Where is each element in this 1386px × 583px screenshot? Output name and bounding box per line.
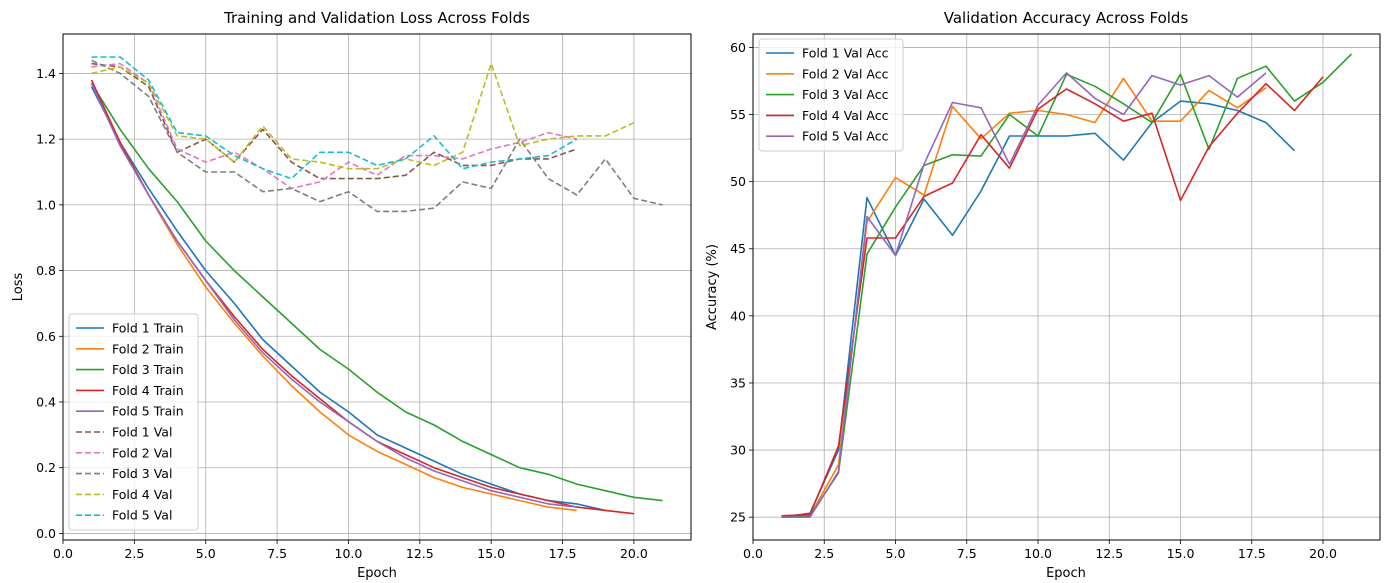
series-line-fold-5-train [90,82,577,508]
accuracy-chart: 0.0 2.5 5.0 7.5 10.0 12.5 15.0 17.5 20.0 25 30 35 40… [705,9,1381,581]
loss-x-tick-label: 2.5 [124,546,144,561]
accuracy-x-tick-label: 7.5 [957,546,977,561]
loss-y-tick-label: 1.0 [36,197,56,212]
loss-x-tick-label: 12.5 [406,546,434,561]
loss-y-tick-label: 0.6 [36,329,56,344]
legend-label-fold-3-val-acc: Fold 3 Val Acc [802,87,889,102]
series-line-fold-1-val [91,62,578,180]
loss-x-tick-label: 20.0 [620,546,648,561]
series-line-fold-4-val-acc [781,76,1324,517]
loss-y-tick-label: 0.8 [36,263,56,278]
loss-x-tick-label: 0.0 [53,546,73,561]
legend-label-fold-2-val: Fold 2 Val [112,445,172,460]
legend-label-fold-2-train: Fold 2 Train [112,341,184,356]
legend-label-fold-3-val: Fold 3 Val [112,466,172,481]
loss-legend-box [68,313,199,531]
loss-x-tick-label: 15.0 [477,546,505,561]
legend-label-fold-4-train: Fold 4 Train [112,383,184,398]
loss-series-lines [90,56,663,515]
series-line-fold-5-val-acc [781,72,1267,519]
loss-chart: 0.0 2.5 5.0 7.5 10.0 12.5 15.0 17.5 20.0 0.0 0.2 0.… [11,9,692,581]
loss-x-axis-label: Epoch [357,566,397,581]
accuracy-x-tick-label: 12.5 [1095,546,1123,561]
accuracy-legend-box [758,38,904,152]
accuracy-y-tick-label: 35 [730,375,746,390]
accuracy-y-tick-label: 40 [730,308,746,323]
legend-label-fold-1-train: Fold 1 Train [112,321,184,336]
series-line-fold-3-train [90,82,663,502]
accuracy-plot-frame [752,33,1381,541]
legend-label-fold-1-val-acc: Fold 1 Val Acc [802,46,889,61]
accuracy-x-axis-label: Epoch [1046,566,1086,581]
series-line-fold-3-val [91,59,663,213]
accuracy-x-tick-label: 20.0 [1309,546,1337,561]
accuracy-x-tick-label: 10.0 [1024,546,1052,561]
legend-label-fold-1-val: Fold 1 Val [112,425,172,440]
loss-y-tick-label: 0.0 [36,526,56,541]
accuracy-y-tick-label: 25 [730,510,746,525]
series-line-fold-2-train [90,82,577,512]
loss-x-tick-label: 5.0 [196,546,216,561]
loss-ticks: 0.0 2.5 5.0 7.5 10.0 12.5 15.0 17.5 20.0 0.0 0.2 0.… [36,66,648,561]
loss-y-tick-label: 0.4 [36,395,56,410]
series-line-fold-4-val [91,62,635,170]
accuracy-grid [752,34,1380,540]
loss-x-tick-label: 10.0 [335,546,363,561]
loss-y-axis-label: Loss [11,273,26,302]
legend-label-fold-2-val-acc: Fold 2 Val Acc [802,66,889,81]
legend-label-fold-5-val-acc: Fold 5 Val Acc [802,129,889,144]
series-line-fold-2-val [91,62,577,190]
loss-legend: Fold 1 Train Fold 2 Train Fold 3 Train Fold… [68,313,199,531]
accuracy-ticks: 0.0 2.5 5.0 7.5 10.0 12.5 15.0 17.5 20.0 25 30 35 40… [730,40,1337,561]
loss-y-tick-label: 1.2 [36,132,56,147]
loss-x-tick-label: 17.5 [549,546,577,561]
accuracy-x-tick-label: 15.0 [1167,546,1195,561]
accuracy-y-tick-label: 30 [730,443,746,458]
legend-label-fold-4-val-acc: Fold 4 Val Acc [802,108,889,123]
accuracy-x-tick-label: 17.5 [1238,546,1266,561]
loss-y-tick-label: 0.2 [36,460,56,475]
accuracy-x-tick-label: 5.0 [886,546,906,561]
accuracy-y-axis-label: Accuracy (%) [705,244,720,330]
accuracy-y-tick-label: 60 [730,40,746,55]
loss-x-tick-label: 7.5 [267,546,287,561]
loss-plot-frame [62,33,692,541]
legend-label-fold-5-train: Fold 5 Train [112,404,184,419]
legend-label-fold-5-val: Fold 5 Val [112,508,172,523]
loss-y-tick-label: 1.4 [36,66,56,81]
accuracy-y-tick-label: 45 [730,241,746,256]
accuracy-chart-title: Validation Accuracy Across Folds [944,9,1189,27]
legend-label-fold-4-val: Fold 4 Val [112,487,172,502]
accuracy-x-tick-label: 2.5 [814,546,834,561]
legend-label-fold-3-train: Fold 3 Train [112,362,184,377]
accuracy-y-tick-label: 50 [730,174,746,189]
accuracy-y-tick-label: 55 [730,107,746,122]
loss-chart-title: Training and Validation Loss Across Fold… [223,9,530,27]
accuracy-series-lines [781,53,1353,519]
accuracy-legend: Fold 1 Val Acc Fold 2 Val Acc Fold 3 Val A… [758,38,904,152]
accuracy-x-tick-label: 0.0 [743,546,763,561]
